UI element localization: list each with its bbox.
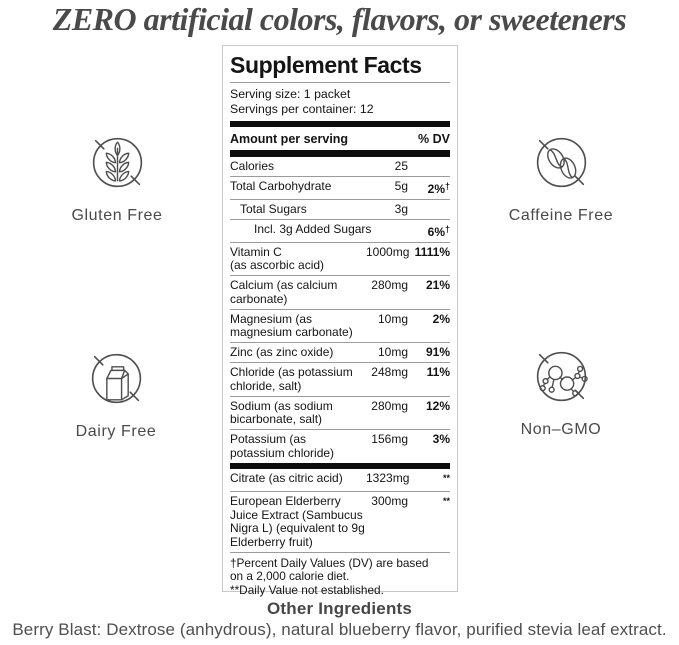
other-nutrient-rows: Citrate (as citric acid) 1323mg ** European… bbox=[230, 469, 450, 552]
nutrient-amount: 1323mg bbox=[366, 471, 410, 486]
dv-header: % DV bbox=[418, 132, 450, 147]
badge-non-gmo-label: Non–GMO bbox=[520, 421, 602, 438]
nutrient-dv: 2%† bbox=[427, 180, 450, 196]
badge-caffeine-free: Caffeine Free bbox=[481, 129, 641, 225]
badge-gluten-free: Gluten Free bbox=[37, 129, 197, 225]
nutrient-amount: 25 bbox=[394, 158, 408, 173]
nutrient-dv: 91% bbox=[425, 345, 450, 360]
supplement-row: Incl. 3g Added Sugars 6%† bbox=[230, 218, 450, 242]
dv-footnote-marker: † bbox=[444, 223, 450, 234]
nutrient-name: European Elderberry Juice Extract (Sambu… bbox=[230, 494, 365, 549]
badge-caffeine-free-label: Caffeine Free bbox=[508, 207, 614, 224]
badge-gluten-free-label: Gluten Free bbox=[71, 207, 163, 224]
nutrient-name: Zinc (as zinc oxide) bbox=[230, 345, 334, 360]
nutrient-name: Chloride (as potassium chloride, salt) bbox=[230, 365, 353, 393]
coffee-beans-icon bbox=[536, 137, 586, 188]
nutrient-amount: 300mg bbox=[371, 494, 408, 509]
nutrient-name: Calories bbox=[230, 158, 275, 173]
molecule-icon bbox=[536, 351, 588, 402]
nutrient-amount: 1000mg bbox=[366, 244, 410, 259]
dv-footnote-marker: ** bbox=[442, 496, 450, 507]
divider-bar bbox=[230, 150, 450, 157]
nutrient-dv: 3% bbox=[432, 432, 450, 447]
footnotes: †Percent Daily Values (DV) are based on … bbox=[230, 551, 450, 598]
nutrient-amount: 3g bbox=[394, 201, 408, 216]
nutrient-dv: 11% bbox=[426, 365, 450, 380]
dv-footnote-marker: ** bbox=[442, 473, 450, 484]
divider-bar bbox=[230, 462, 450, 470]
headline: ZERO artificial colors, flavors, or swee… bbox=[52, 1, 627, 37]
nutrient-name: Vitamin C (as ascorbic acid) bbox=[230, 244, 325, 273]
nutrient-name: Magnesium (as magnesium carbonate) bbox=[230, 311, 353, 340]
supplement-facts-panel: Supplement Facts Serving size: 1 packet … bbox=[222, 45, 458, 597]
supplement-row: Citrate (as citric acid) 1323mg ** bbox=[230, 469, 450, 491]
nutrient-amount: 10mg bbox=[377, 311, 408, 326]
nutrient-amount: 5g bbox=[394, 178, 408, 193]
milk-carton-icon bbox=[91, 353, 141, 404]
nutrient-dv: 1111% bbox=[414, 244, 450, 259]
dv-footnote-marker: † bbox=[444, 180, 450, 191]
other-ingredients-text: Berry Blast: Dextrose (anhydrous), natur… bbox=[12, 620, 667, 639]
wheat-icon bbox=[92, 137, 142, 188]
supplement-row: Total Carbohydrate 5g 2%† bbox=[230, 175, 450, 199]
nutrient-dv: ** bbox=[408, 495, 450, 512]
nutrient-dv: 21% bbox=[425, 278, 450, 293]
amount-per-serving-header: Amount per serving bbox=[230, 132, 349, 147]
badge-dairy-free-label: Dairy Free bbox=[75, 423, 157, 440]
supplement-row: Potassium (as potassium chloride) 156mg 3% bbox=[230, 429, 450, 463]
nutrient-amount: 248mg bbox=[371, 365, 408, 380]
serving-size: Serving size: 1 packet bbox=[230, 87, 351, 101]
nutrient-dv: ** bbox=[408, 472, 450, 489]
divider-bar bbox=[230, 120, 450, 128]
badge-dairy-free: Dairy Free bbox=[36, 345, 196, 441]
footnote-not-established: **Daily Value not established. bbox=[230, 583, 384, 598]
nutrient-dv: 12% bbox=[425, 398, 450, 413]
nutrient-name: Total Carbohydrate bbox=[230, 178, 332, 193]
badge-non-gmo: Non–GMO bbox=[481, 343, 641, 439]
supplement-row: Sodium (as sodium bicarbonate, salt) 280m… bbox=[230, 395, 450, 430]
nutrient-name: Potassium (as potassium chloride) bbox=[230, 432, 335, 460]
nutrient-name: Sodium (as sodium bicarbonate, salt) bbox=[230, 398, 333, 427]
nutrient-name: Total Sugars bbox=[240, 201, 307, 216]
supplement-row: Calories 25 bbox=[230, 157, 450, 176]
servings-per-container: Servings per container: 12 bbox=[230, 101, 374, 116]
nutrient-name: Citrate (as citric acid) bbox=[230, 471, 343, 486]
nutrient-name: Incl. 3g Added Sugars bbox=[254, 221, 372, 236]
supplement-row: European Elderberry Juice Extract (Sambu… bbox=[230, 491, 450, 552]
supplement-facts-title: Supplement Facts bbox=[230, 50, 450, 83]
footnote-daily-value: †Percent Daily Values (DV) are based on … bbox=[230, 555, 429, 584]
nutrient-amount: 156mg bbox=[371, 432, 408, 447]
other-ingredients-title: Other Ingredients bbox=[266, 599, 413, 618]
supplement-row: Magnesium (as magnesium carbonate) 10mg 2% bbox=[230, 308, 450, 343]
supplement-row: Total Sugars 3g bbox=[230, 198, 450, 219]
nutrient-dv: 2% bbox=[432, 311, 450, 326]
supplement-row: Chloride (as potassium chloride, salt) 24… bbox=[230, 362, 450, 396]
nutrient-amount: 10mg bbox=[377, 345, 408, 360]
nutrient-dv: 6%† bbox=[427, 223, 450, 239]
nutrient-name: Calcium (as calcium carbonate) bbox=[230, 278, 338, 306]
supplement-row: Calcium (as calcium carbonate) 280mg 21% bbox=[230, 275, 450, 309]
nutrient-amount: 280mg bbox=[371, 278, 408, 293]
supplement-row: Vitamin C (as ascorbic acid) 1000mg 1111% bbox=[230, 241, 450, 276]
nutrient-rows: Calories 25 Total Carbohydrate 5g 2%† Total S… bbox=[230, 157, 450, 463]
supplement-row: Zinc (as zinc oxide) 10mg 91% bbox=[230, 342, 450, 362]
nutrient-amount: 280mg bbox=[371, 398, 408, 413]
table-header-row: Amount per serving % DV bbox=[230, 127, 450, 150]
